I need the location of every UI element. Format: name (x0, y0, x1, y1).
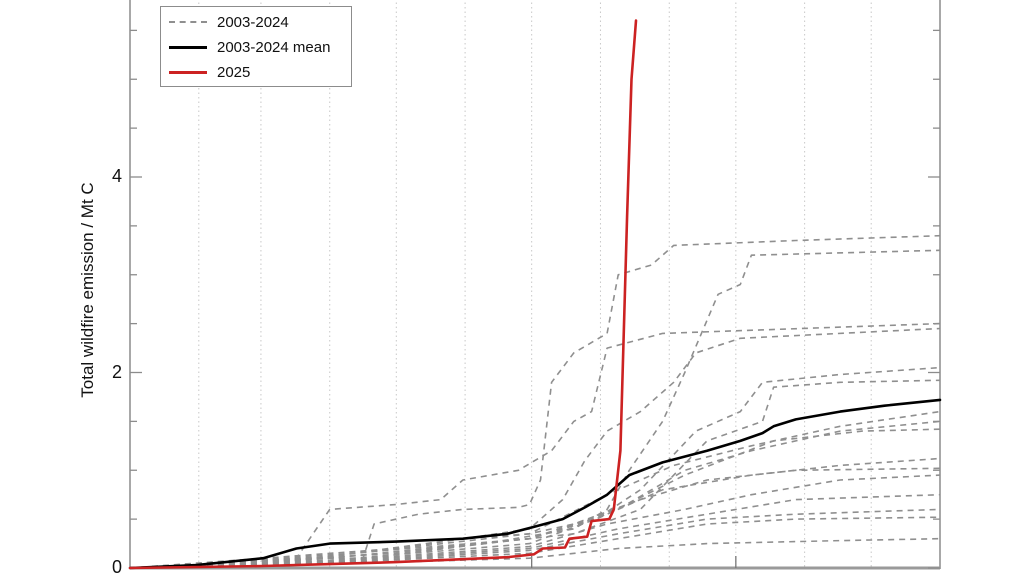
legend: 2003-2024 2003-2024 mean 2025 (160, 6, 352, 87)
legend-item-2025: 2025 (169, 61, 250, 83)
x-gridlines (198, 0, 872, 568)
y-tick-label: 4 (111, 166, 122, 186)
legend-item-2003-2024: 2003-2024 (169, 11, 289, 33)
legend-label: 2003-2024 mean (217, 38, 331, 56)
series-line-2003-2024-9 (129, 428, 941, 569)
series-line-2003-2024-mean (128, 398, 942, 570)
series-line-2025 (128, 19, 638, 570)
series-line-2003-2024-2 (129, 249, 941, 569)
series-layer (128, 19, 942, 570)
series-line-2003-2024-12 (129, 493, 941, 569)
series-line-2003-2024-3 (129, 322, 941, 569)
series-line-2003-2024-10 (129, 457, 941, 569)
legend-item-mean: 2003-2024 mean (169, 36, 330, 58)
solid-red-line-swatch-icon (169, 70, 207, 74)
series-line-2003-2024-7 (129, 420, 941, 569)
dashed-line-swatch-icon (169, 21, 207, 23)
series-line-2003-2024-5 (129, 366, 941, 569)
series-line-2003-2024-11 (129, 474, 941, 569)
series-line-2003-2024-6 (129, 379, 941, 569)
series-line-2003-2024-1 (129, 234, 941, 569)
series-line-2003-2024-16 (129, 467, 941, 569)
solid-black-line-swatch-icon (169, 45, 207, 49)
legend-label: 2025 (217, 63, 251, 81)
y-tick-label: 2 (111, 361, 122, 382)
y-tick-label: 0 (111, 557, 122, 577)
legend-label: 2003-2024 (217, 13, 289, 31)
